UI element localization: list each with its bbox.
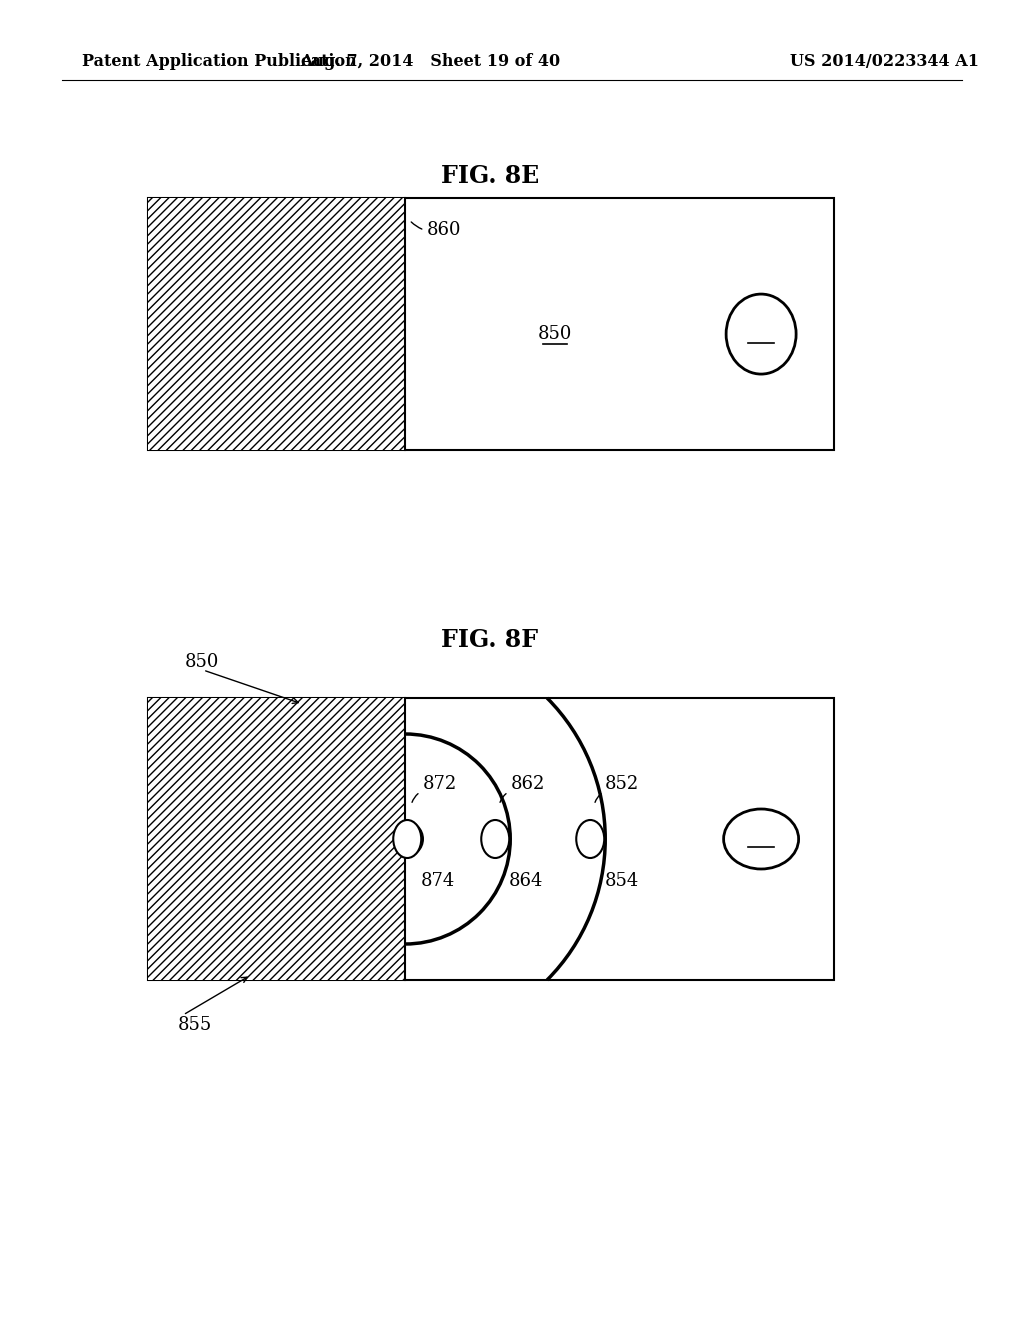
Text: 854: 854 bbox=[604, 873, 639, 890]
Bar bbox=[148, 198, 834, 450]
Text: 856: 856 bbox=[742, 325, 780, 343]
Text: 850: 850 bbox=[539, 325, 572, 343]
Text: US 2014/0223344 A1: US 2014/0223344 A1 bbox=[790, 54, 979, 70]
Ellipse shape bbox=[481, 820, 509, 858]
Text: 862: 862 bbox=[510, 775, 545, 793]
Text: 874: 874 bbox=[421, 873, 456, 890]
Bar bbox=[148, 698, 406, 979]
Ellipse shape bbox=[393, 820, 421, 858]
Text: 864: 864 bbox=[509, 873, 544, 890]
Text: 872: 872 bbox=[422, 775, 457, 793]
Bar bbox=[148, 198, 406, 450]
Ellipse shape bbox=[724, 809, 799, 869]
Text: FIG. 8E: FIG. 8E bbox=[441, 164, 539, 187]
Text: 856: 856 bbox=[742, 830, 780, 847]
Ellipse shape bbox=[577, 820, 604, 858]
Text: Patent Application Publication: Patent Application Publication bbox=[82, 54, 356, 70]
Text: FIG. 8F: FIG. 8F bbox=[441, 628, 539, 652]
Text: 860: 860 bbox=[412, 220, 462, 239]
Text: 852: 852 bbox=[605, 775, 640, 793]
Ellipse shape bbox=[726, 294, 796, 374]
Text: 850: 850 bbox=[185, 653, 219, 671]
Bar bbox=[148, 698, 834, 979]
Text: 855: 855 bbox=[178, 1016, 212, 1034]
Text: Aug. 7, 2014   Sheet 19 of 40: Aug. 7, 2014 Sheet 19 of 40 bbox=[300, 54, 560, 70]
